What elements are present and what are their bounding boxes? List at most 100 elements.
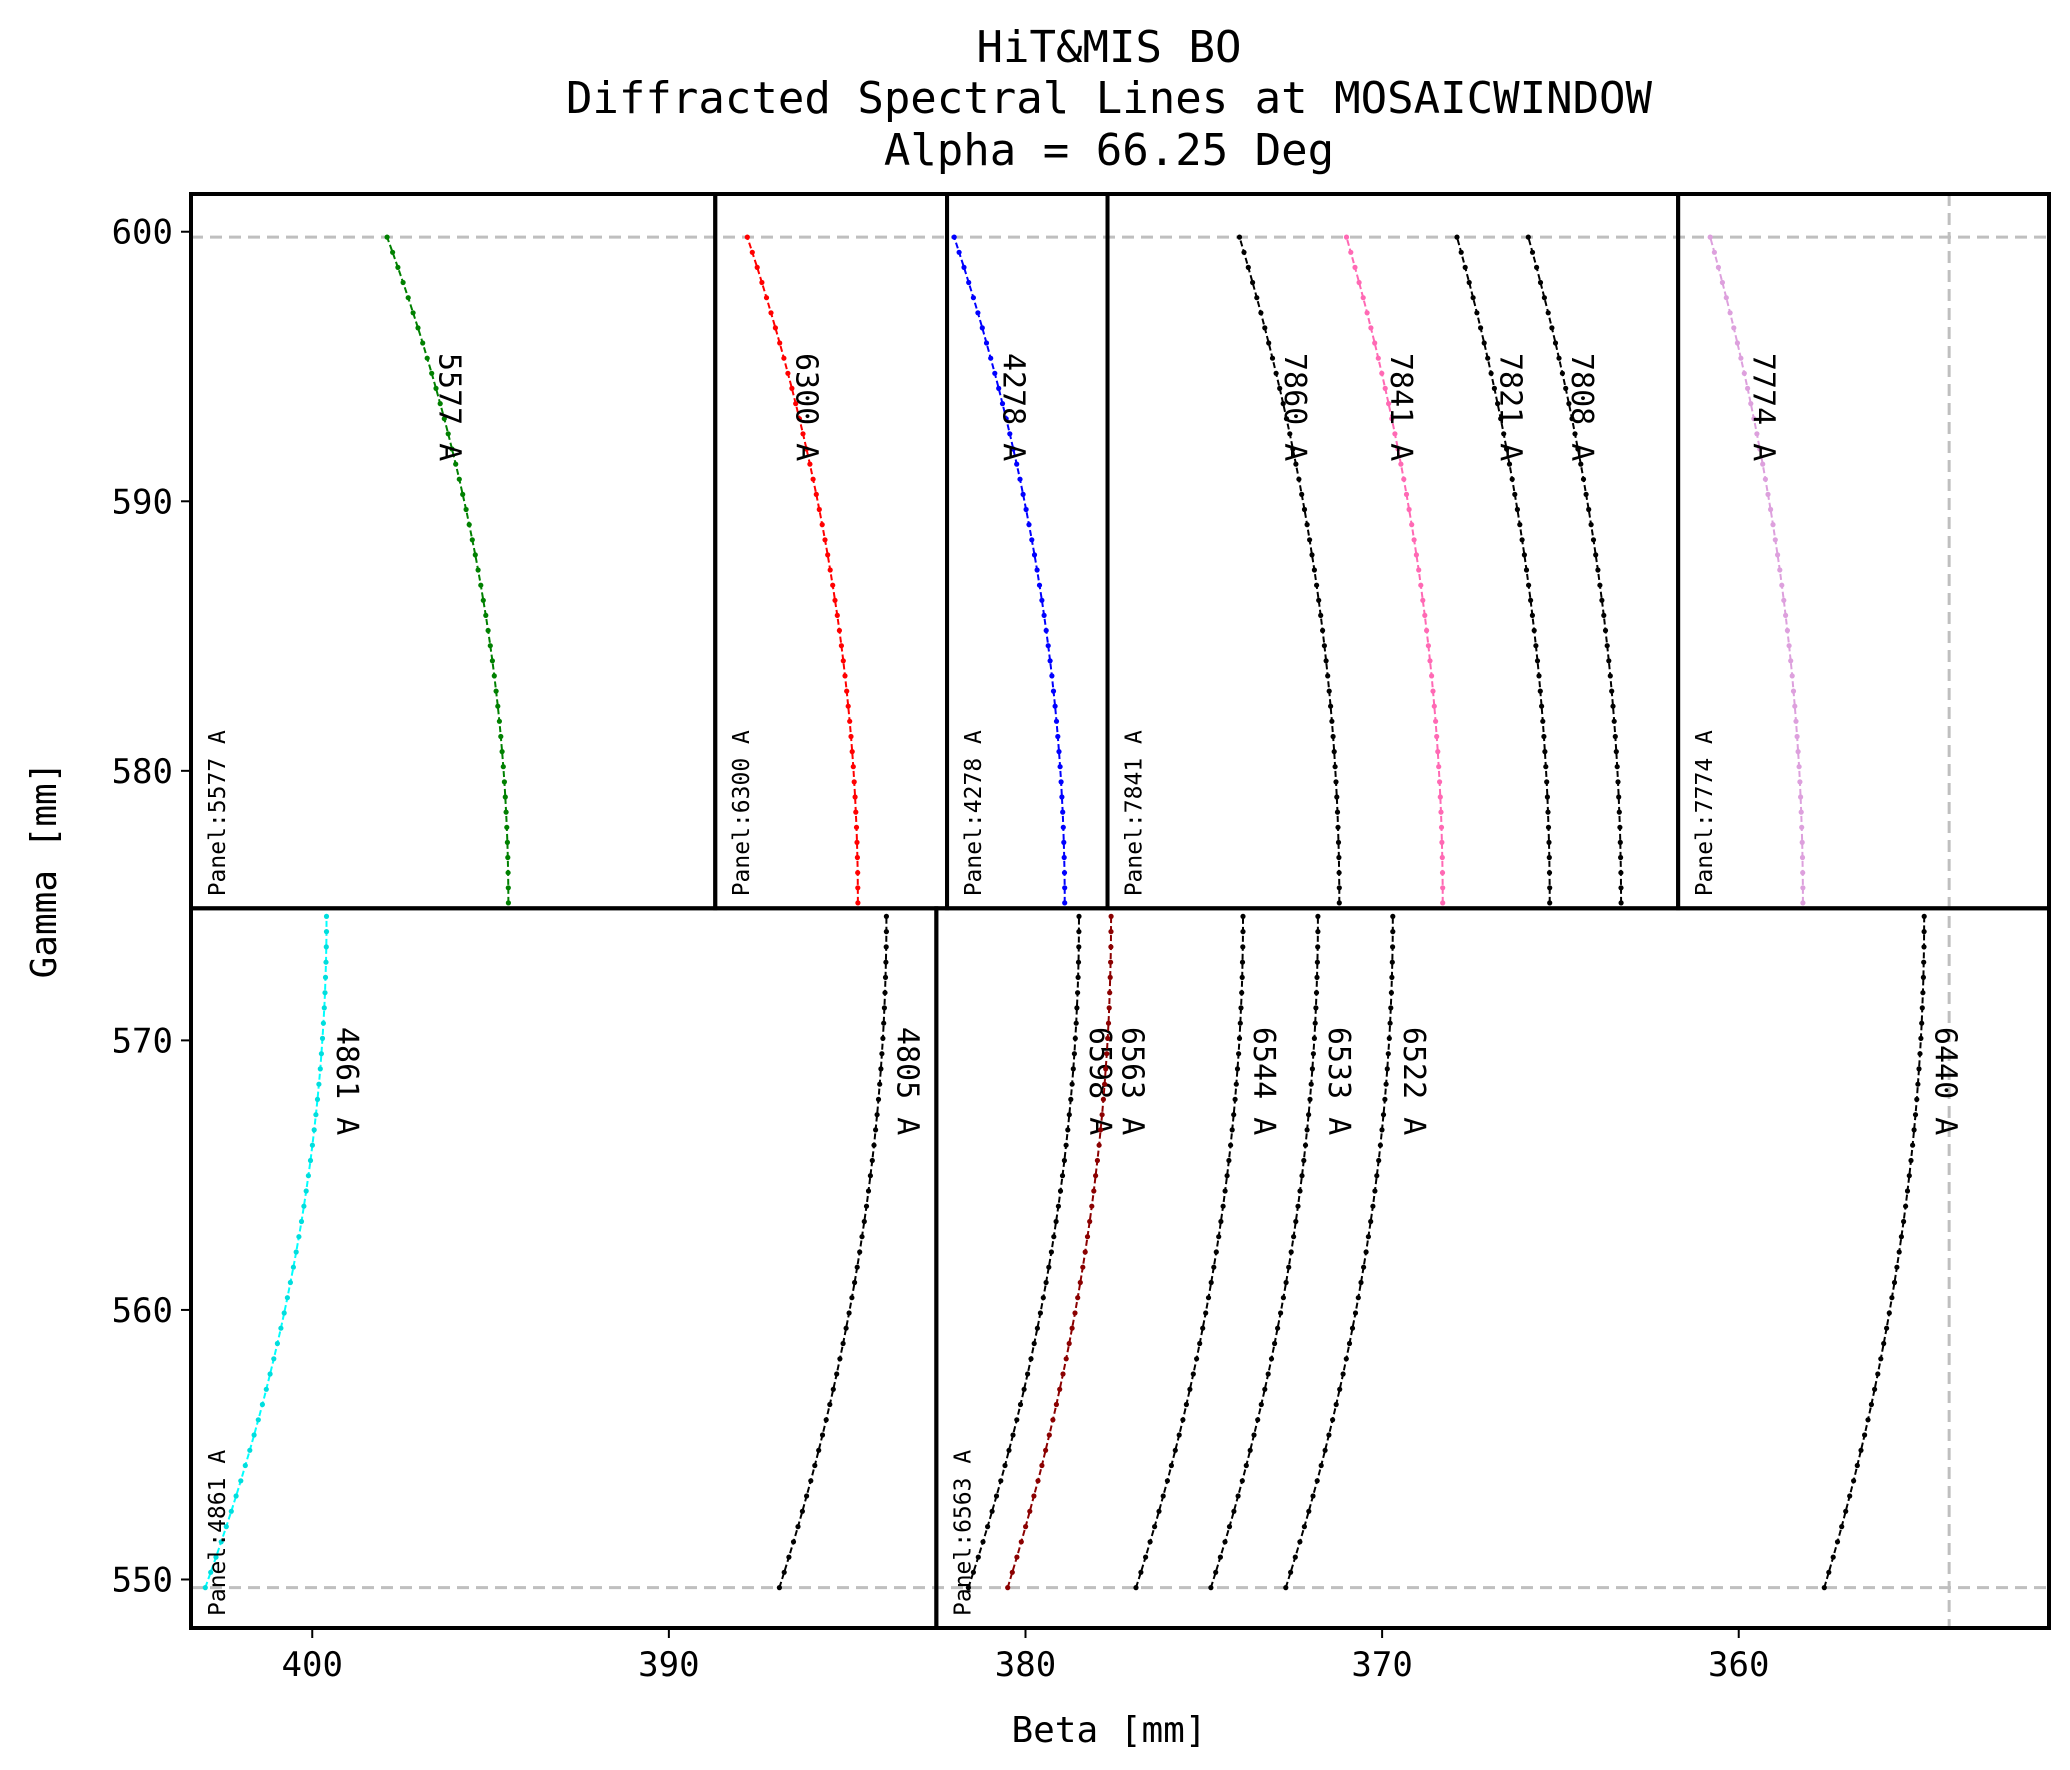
data-point: [1547, 900, 1553, 906]
data-point: [1055, 733, 1061, 740]
data-point: [1566, 401, 1572, 407]
data-point: [989, 1508, 995, 1514]
data-point: [1089, 1203, 1095, 1209]
data-point: [825, 552, 831, 558]
data-point: [1283, 416, 1290, 422]
data-point: [1834, 1539, 1841, 1545]
data-point: [1715, 264, 1721, 270]
data-point: [1797, 779, 1803, 785]
data-point: [1529, 612, 1535, 619]
panel-label-4: Panel:7774 A: [1692, 730, 1718, 896]
data-point: [1595, 567, 1601, 573]
data-point: [1138, 1569, 1144, 1575]
data-point: [1045, 643, 1051, 649]
data-point: [1335, 824, 1341, 830]
data-point: [883, 913, 890, 920]
data-point: [1796, 764, 1802, 770]
data-point: [1618, 870, 1624, 876]
data-point: [1602, 627, 1609, 634]
data-point: [1037, 1310, 1043, 1316]
data-point: [1754, 431, 1760, 437]
data-point: [1091, 1188, 1097, 1194]
data-point: [1262, 1386, 1268, 1392]
data-point: [1862, 1432, 1868, 1438]
panel-label-3: Panel:7841 A: [1122, 730, 1148, 896]
data-point: [1881, 1340, 1887, 1347]
data-point: [855, 885, 861, 891]
panel-label-1: Panel:6300 A: [729, 730, 755, 896]
data-point: [1374, 1173, 1380, 1179]
data-point: [1301, 1157, 1307, 1164]
data-point: [1002, 1462, 1008, 1469]
data-point: [1346, 1340, 1353, 1347]
data-point: [1512, 491, 1518, 497]
data-point: [1310, 1493, 1316, 1499]
data-point: [1059, 794, 1065, 800]
data-point: [786, 1554, 792, 1560]
data-point: [213, 1554, 219, 1560]
data-point: [1734, 340, 1740, 346]
series-6522-a: 6522 A: [1283, 913, 1431, 1591]
data-point: [238, 1478, 244, 1484]
data-point: [1509, 476, 1515, 482]
data-point: [1075, 1295, 1081, 1301]
data-point: [384, 234, 390, 240]
data-point: [1413, 552, 1419, 558]
data-point: [975, 310, 981, 316]
data-point: [1590, 537, 1597, 543]
data-point: [1043, 1279, 1049, 1286]
data-point: [1314, 959, 1320, 965]
data-point: [810, 476, 816, 482]
data-point: [1168, 1462, 1174, 1469]
data-point: [318, 1051, 324, 1057]
data-point: [1777, 567, 1783, 573]
data-point: [1593, 552, 1599, 558]
data-point: [1495, 401, 1501, 407]
data-point: [1061, 870, 1068, 876]
data-point: [1406, 506, 1412, 513]
data-point: [1268, 1356, 1275, 1362]
data-point: [1542, 749, 1548, 755]
data-point: [1854, 1462, 1860, 1469]
data-point: [1420, 597, 1426, 603]
data-point: [1301, 506, 1308, 513]
data-point: [323, 929, 330, 935]
data-point: [1082, 1249, 1088, 1255]
data-point: [1775, 552, 1781, 558]
data-point: [776, 1585, 783, 1591]
data-point: [1910, 1142, 1916, 1148]
data-point: [854, 854, 861, 861]
data-point: [1896, 1249, 1902, 1255]
data-point: [781, 1569, 787, 1575]
data-point: [1269, 355, 1276, 361]
data-point: [1283, 1279, 1289, 1286]
data-point: [1906, 1173, 1912, 1179]
data-point: [1258, 310, 1264, 316]
data-point: [855, 900, 861, 906]
data-point: [1075, 959, 1082, 965]
data-point: [1536, 673, 1542, 679]
data-point: [1847, 1493, 1853, 1499]
data-point: [1050, 688, 1057, 694]
data-point: [313, 1112, 319, 1118]
data-point: [1470, 295, 1476, 301]
data-point: [1014, 1554, 1020, 1560]
data-point: [877, 1081, 883, 1087]
data-point: [1430, 688, 1436, 694]
data-point: [1380, 1112, 1387, 1118]
data-point: [1544, 779, 1550, 785]
data-point: [1599, 597, 1605, 603]
data-point: [1058, 779, 1064, 785]
data-point: [1055, 1203, 1061, 1209]
data-point: [424, 355, 430, 361]
data-point: [1830, 1554, 1836, 1560]
data-point: [1156, 1508, 1162, 1514]
series-4861-a: 4861 A: [202, 913, 364, 1591]
data-point: [1278, 1310, 1284, 1316]
data-point: [1323, 658, 1329, 664]
data-point: [1231, 1112, 1237, 1118]
data-point: [1851, 1478, 1857, 1484]
data-point: [1333, 1401, 1339, 1408]
data-point: [305, 1173, 311, 1179]
data-point: [988, 355, 994, 361]
